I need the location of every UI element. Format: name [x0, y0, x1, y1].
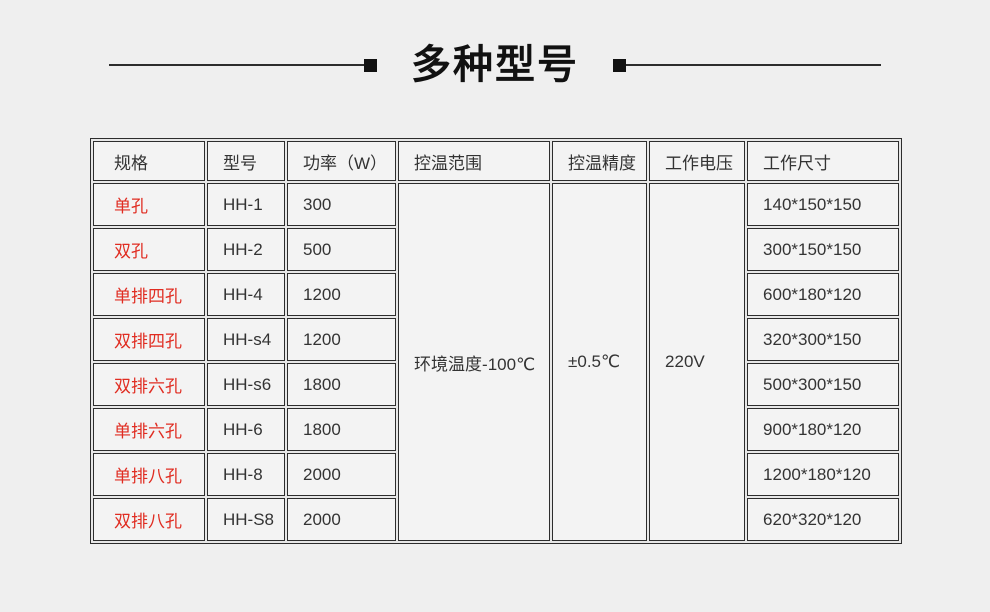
power-cell: 1200: [287, 318, 397, 361]
size-cell: 900*180*120: [747, 408, 900, 451]
size-cell: 140*150*150: [747, 183, 900, 226]
table-row: 单排四孔 HH-4 1200 600*180*120: [93, 273, 900, 316]
model-cell: HH-s4: [207, 318, 285, 361]
spec-cell: 单排八孔: [93, 453, 205, 496]
spec-cell: 单孔: [93, 183, 205, 226]
power-cell: 1200: [287, 273, 397, 316]
model-cell: HH-1: [207, 183, 285, 226]
header-power: 功率（W）: [287, 141, 397, 181]
title-line-right: [626, 64, 881, 66]
table-row: 单孔 HH-1 300 环境温度-100℃ ±0.5℃ 220V 140*150…: [93, 183, 900, 541]
header-voltage: 工作电压: [649, 141, 746, 181]
temp-range-cell: 环境温度-100℃: [398, 183, 551, 541]
model-cell: HH-s6: [207, 363, 285, 406]
table-row: 单排六孔 HH-6 1800 900*180*120: [93, 408, 900, 451]
header-model: 型号: [207, 141, 285, 181]
title-square-left: [364, 58, 377, 72]
title-square-right: [613, 58, 626, 72]
spec-cell: 单排四孔: [93, 273, 205, 316]
spec-cell: 双排四孔: [93, 318, 205, 361]
title-banner: 多种型号: [0, 30, 990, 100]
power-cell: 300: [287, 183, 397, 226]
header-temp-range: 控温范围: [398, 141, 551, 181]
power-cell: 1800: [287, 408, 397, 451]
precision-cell: ±0.5℃: [552, 183, 648, 541]
spec-table: 规格 型号 功率（W） 控温范围 控温精度 工作电压 工作尺寸 单孔 HH-1 …: [90, 138, 903, 544]
spec-cell: 双排六孔: [93, 363, 205, 406]
table-row: 双排四孔 HH-s4 1200 320*300*150: [93, 318, 900, 361]
header-row: 规格 型号 功率（W） 控温范围 控温精度 工作电压 工作尺寸: [93, 141, 900, 181]
voltage-cell: 220V: [649, 183, 746, 541]
table-row: 单排八孔 HH-8 2000 1200*180*120: [93, 453, 900, 496]
spec-cell: 双排八孔: [93, 498, 205, 541]
model-cell: HH-S8: [207, 498, 285, 541]
model-cell: HH-6: [207, 408, 285, 451]
spec-cell: 单排六孔: [93, 408, 205, 451]
size-cell: 620*320*120: [747, 498, 900, 541]
table-row: 双孔 HH-2 500 300*150*150: [93, 228, 900, 271]
header-size: 工作尺寸: [747, 141, 900, 181]
title-line-left: [109, 64, 364, 66]
model-cell: HH-8: [207, 453, 285, 496]
power-cell: 500: [287, 228, 397, 271]
header-spec: 规格: [93, 141, 205, 181]
spec-cell: 双孔: [93, 228, 205, 271]
size-cell: 500*300*150: [747, 363, 900, 406]
page-title: 多种型号: [411, 43, 579, 87]
header-precision: 控温精度: [552, 141, 648, 181]
power-cell: 1800: [287, 363, 397, 406]
size-cell: 600*180*120: [747, 273, 900, 316]
table-row: 双排八孔 HH-S8 2000 620*320*120: [93, 498, 900, 541]
size-cell: 1200*180*120: [747, 453, 900, 496]
model-cell: HH-2: [207, 228, 285, 271]
power-cell: 2000: [287, 498, 397, 541]
size-cell: 320*300*150: [747, 318, 900, 361]
power-cell: 2000: [287, 453, 397, 496]
table-row: 双排六孔 HH-s6 1800 500*300*150: [93, 363, 900, 406]
model-cell: HH-4: [207, 273, 285, 316]
size-cell: 300*150*150: [747, 228, 900, 271]
